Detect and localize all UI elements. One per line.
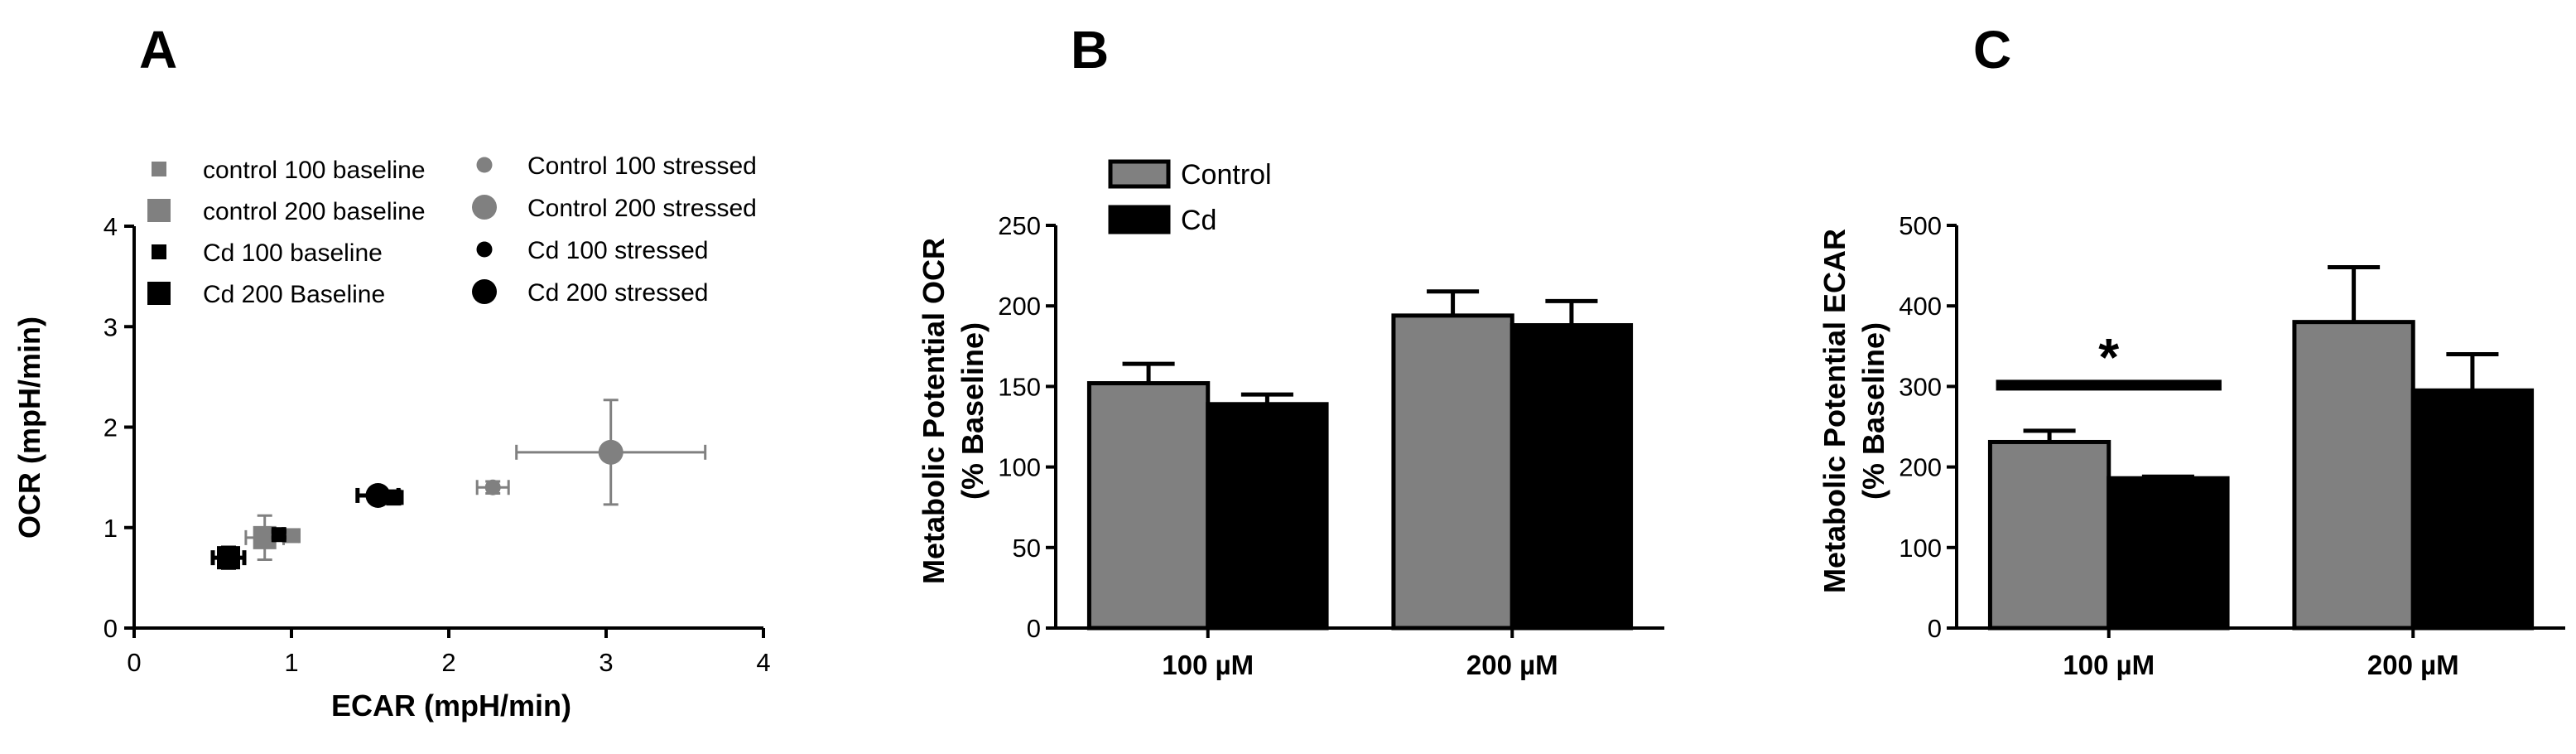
- chart-a-legend-marker: [152, 244, 166, 259]
- chart-c-ylabel-line2: (% Baseline): [1856, 322, 1890, 500]
- chart-a-data-point: [271, 527, 286, 543]
- chart-c-bar: [2107, 476, 2230, 631]
- chart-b-x-tick-label: 200 µM: [1466, 650, 1558, 680]
- chart-b-y-tick-label: 150: [998, 372, 1041, 401]
- chart-a-data-point: [484, 479, 501, 495]
- chart-c-ylabel-line1: Metabolic Potential ECAR: [1818, 229, 1851, 593]
- chart-b-legend-label: Cd: [1181, 205, 1216, 236]
- chart-a-x-tick-label: 2: [441, 648, 455, 677]
- chart-a-legend: control 100 baseline control 200 baseline…: [147, 152, 757, 308]
- chart-b-ylabel-line1: Metabolic Potential OCR: [917, 238, 951, 584]
- chart-b-legend-swatch: [1108, 159, 1171, 189]
- chart-a-legend-marker: [472, 279, 497, 304]
- chart-c-x-tick-label: 100 µM: [2063, 650, 2155, 680]
- chart-c-significance-star: *: [2098, 327, 2119, 387]
- chart-b-legend-swatch: [1108, 205, 1171, 234]
- chart-b-bar: [1509, 323, 1634, 631]
- chart-b-y-tick-label: 100: [998, 453, 1041, 482]
- chart-a-y-tick-label: 0: [104, 614, 118, 643]
- chart-c-y-tick-label: 200: [1899, 453, 1942, 482]
- chart-a-xlabel: ECAR (mpH/min): [331, 689, 571, 723]
- chart-c-bar: [1987, 439, 2111, 631]
- chart-b-ylabel-line2: (% Baseline): [956, 322, 989, 500]
- chart-a-y-tick-label: 1: [104, 514, 118, 543]
- chart-b-y-tick-label: 200: [998, 292, 1041, 321]
- chart-b-legend: Control Cd: [1108, 159, 1272, 236]
- chart-a-x-tick-label: 0: [127, 648, 141, 677]
- chart-a-x-tick-label: 1: [284, 648, 298, 677]
- panel-letter-a: A: [139, 20, 177, 80]
- chart-c-y-tick-label: 500: [1899, 211, 1942, 240]
- chart-a-data-point: [365, 482, 391, 508]
- chart-b-y-tick-label: 250: [998, 211, 1041, 240]
- chart-b-x-tick-label: 100 µM: [1162, 650, 1254, 680]
- chart-a-legend-label: Cd 200 Baseline: [203, 281, 385, 308]
- chart-a-legend-label: Control 100 stressed: [527, 152, 757, 180]
- chart-a-legend-marker: [147, 282, 171, 305]
- chart-a-legend-marker: [472, 195, 497, 220]
- chart-a-x-tick-label: 3: [599, 648, 613, 677]
- chart-c-y-tick-label: 0: [1928, 614, 1942, 643]
- chart-b-bar: [1391, 313, 1514, 631]
- chart-a-legend-label: control 100 baseline: [203, 157, 426, 184]
- chart-c-y-tick-label: 300: [1899, 372, 1942, 401]
- chart-a-data-point: [217, 546, 240, 570]
- chart-a-legend-marker: [476, 241, 493, 258]
- chart-a-legend-label: control 200 baseline: [203, 198, 426, 225]
- chart-c-y-tick-label: 400: [1899, 292, 1942, 321]
- panel-letter-c: C: [1973, 20, 2011, 80]
- chart-b-bar: [1206, 402, 1329, 631]
- chart-b-bar: [1086, 381, 1211, 631]
- chart-a-legend-label: Cd 100 stressed: [527, 237, 708, 264]
- chart-c-y-tick-label: 100: [1899, 534, 1942, 563]
- chart-a-y-tick-label: 3: [104, 312, 118, 341]
- chart-a-y-tick-label: 2: [104, 413, 118, 442]
- chart-a-ylabel: OCR (mpH/min): [12, 317, 46, 539]
- chart-a-y-tick-label: 4: [104, 212, 118, 241]
- panel-letter-b: B: [1071, 20, 1109, 80]
- chart-a-legend-marker: [152, 162, 166, 176]
- chart-a-legend-marker: [476, 157, 493, 173]
- chart-b-y-tick-label: 50: [1013, 534, 1041, 563]
- chart-a-legend-label: Cd 100 baseline: [203, 239, 383, 267]
- chart-c-bar: [2292, 320, 2415, 631]
- bar-chart-b: Metabolic Potential OCR (% Baseline) Con…: [917, 159, 1664, 680]
- chart-a-legend-marker: [147, 199, 171, 222]
- chart-a-legend-label: Control 200 stressed: [527, 195, 757, 222]
- chart-b-legend-label: Control: [1181, 159, 1272, 191]
- scatter-chart-a: ECAR (mpH/min) OCR (mpH/min) control 100…: [12, 152, 771, 723]
- chart-a-data-point: [284, 528, 299, 544]
- chart-c-bar: [2410, 388, 2535, 631]
- chart-a-legend-label: Cd 200 stressed: [527, 279, 708, 307]
- chart-b-y-tick-label: 0: [1027, 614, 1041, 643]
- chart-c-x-tick-label: 200 µM: [2367, 650, 2459, 680]
- chart-a-x-tick-label: 4: [756, 648, 770, 677]
- chart-a-data-point: [598, 439, 624, 465]
- bar-chart-c: Metabolic Potential ECAR (% Baseline) 0 1…: [1818, 211, 2565, 680]
